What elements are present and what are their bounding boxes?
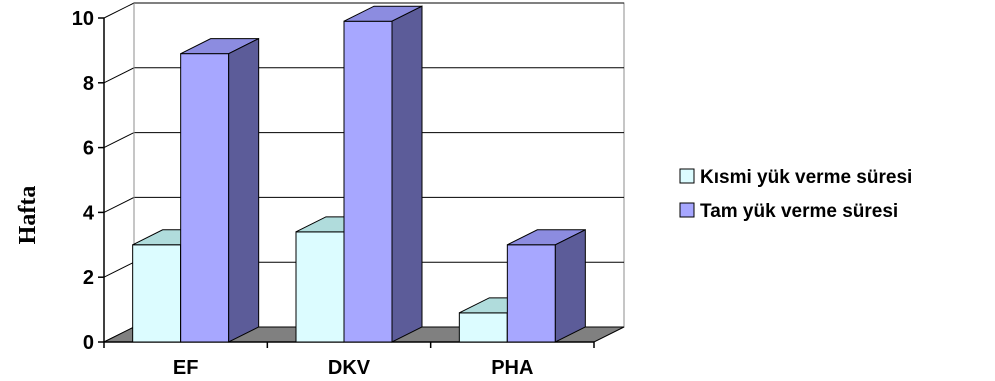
bar-side (554, 228, 586, 343)
bar-front (180, 53, 230, 343)
legend-label: Tam yük verme süresi (700, 201, 898, 222)
bar-front (295, 231, 345, 343)
bar (180, 37, 260, 343)
bars (132, 5, 586, 343)
x-category-label: DKV (328, 357, 371, 379)
bar-front (458, 312, 508, 343)
legend-swatch (679, 202, 695, 218)
legend-swatch (679, 168, 695, 184)
y-tick-label: 8 (83, 73, 94, 95)
legend-item: Tam yük verme süresi (679, 201, 898, 222)
y-tick-label: 6 (83, 138, 94, 160)
bar-front (506, 244, 556, 343)
y-tick-label: 4 (83, 202, 95, 224)
bar-side (228, 37, 260, 343)
x-category-label: PHA (491, 357, 533, 379)
y-tick-label: 2 (83, 267, 94, 289)
x-category-labels: EF DKV PHA (173, 357, 534, 379)
y-tick-label: 10 (72, 8, 94, 30)
y-tick-labels: 0 2 4 6 8 10 (72, 8, 95, 354)
bar-front (343, 20, 393, 343)
bar-side (391, 5, 423, 343)
bar-front (132, 244, 182, 343)
y-tick-label: 0 (83, 332, 94, 354)
legend: Kısmi yük verme süresi Tam yük verme süre… (679, 167, 912, 222)
legend-label: Kısmi yük verme süresi (700, 167, 912, 188)
legend-item: Kısmi yük verme süresi (679, 167, 912, 188)
bar (343, 5, 423, 343)
bar (506, 228, 586, 343)
x-category-label: EF (173, 357, 199, 379)
y-axis-label: Hafta (15, 186, 41, 245)
